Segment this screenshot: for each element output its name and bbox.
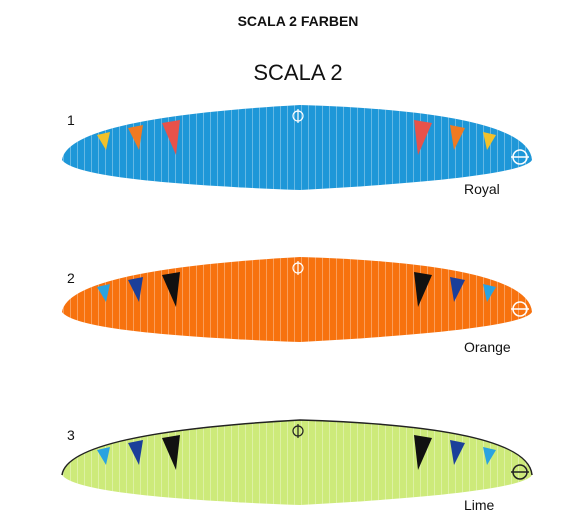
title: SCALA 2 FARBEN	[238, 13, 359, 29]
wing-lime	[61, 419, 533, 505]
wing-name: Orange	[464, 339, 511, 355]
wing-number: 2	[67, 270, 75, 286]
wing-name: Royal	[464, 181, 500, 197]
wing-royal	[62, 105, 532, 190]
wing-name: Lime	[464, 497, 495, 513]
wing-number: 3	[67, 427, 75, 443]
wing-number: 1	[67, 112, 75, 128]
wing-orange	[62, 257, 532, 342]
subtitle: SCALA 2	[253, 60, 342, 85]
